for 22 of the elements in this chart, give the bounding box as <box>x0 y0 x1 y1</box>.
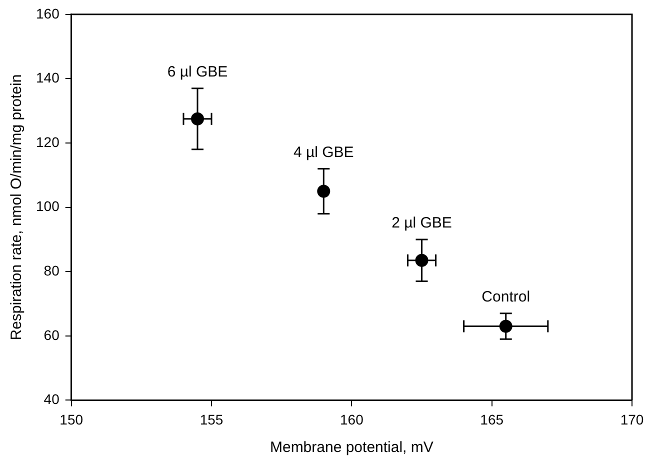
x-tick-label: 160 <box>340 411 364 428</box>
y-tick-label: 40 <box>44 391 60 408</box>
x-tick-label: 170 <box>620 411 644 428</box>
x-tick-label: 150 <box>60 411 84 428</box>
point <box>415 254 428 267</box>
y-axis-title: Respiration rate, nmol O/min/mg protein <box>8 74 26 340</box>
y-tick-label: 80 <box>44 262 60 278</box>
annotation: 6 µl GBE <box>167 63 228 80</box>
annotation: Control <box>482 288 530 306</box>
x-tick-label: 165 <box>480 411 504 428</box>
x-axis-title: Membrane potential, mV <box>270 439 434 456</box>
y-tick-label: 120 <box>36 134 60 150</box>
y-tick-label: 140 <box>36 70 60 86</box>
y-tick-label: 100 <box>36 198 60 214</box>
y-tick-label: 160 <box>36 5 60 22</box>
point <box>191 112 204 126</box>
point <box>317 184 330 198</box>
annotation: 2 µl GBE <box>392 214 452 232</box>
y-tick-label: 60 <box>44 326 60 343</box>
x-tick-label: 155 <box>200 411 224 428</box>
point <box>499 320 512 333</box>
annotation: 4 µl GBE <box>293 144 354 161</box>
